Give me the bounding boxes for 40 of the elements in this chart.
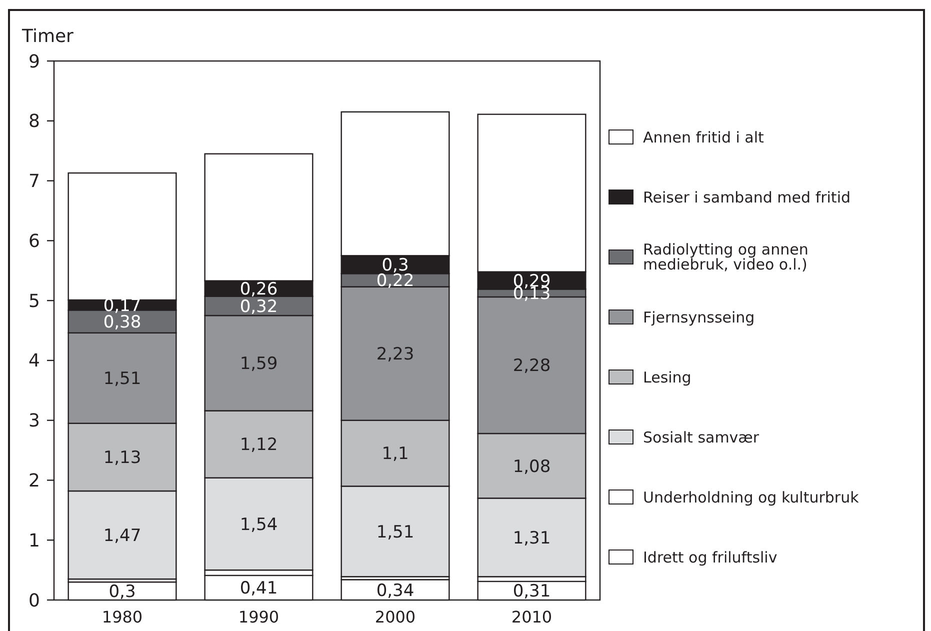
x-tick-label: 2010 <box>511 608 552 627</box>
y-axis-title: Timer <box>21 26 74 47</box>
y-tick-label: 5 <box>28 290 40 312</box>
legend-label: Sosialt samvær <box>643 428 760 446</box>
data-label: 0,38 <box>103 312 142 332</box>
data-label: 1,12 <box>240 435 278 456</box>
y-tick-label: 1 <box>28 530 40 552</box>
legend-label: Idrett og friluftsliv <box>643 548 778 566</box>
x-tick-label: 1990 <box>238 608 280 627</box>
data-label: 1,08 <box>512 456 551 477</box>
y-tick-label: 0 <box>28 590 40 612</box>
data-label: 1,1 <box>382 444 409 464</box>
legend-label: Lesing <box>643 368 692 386</box>
data-label: 0,3 <box>108 582 136 602</box>
data-label: 2,28 <box>512 356 551 376</box>
data-label: 1,47 <box>103 526 142 546</box>
legend-label: Fjernsynsseing <box>643 308 755 326</box>
y-tick-label: 3 <box>28 410 40 432</box>
legend-label: Underholdning og kulturbruk <box>643 488 860 506</box>
y-tick-label: 7 <box>28 171 40 192</box>
data-label: 0,31 <box>512 582 551 602</box>
data-label: 2,23 <box>376 344 414 365</box>
legend-label: Radiolytting og annen mediebruk, video o.l.) <box>643 240 808 274</box>
data-label: 1,31 <box>512 528 551 548</box>
data-label: 1,51 <box>376 522 414 542</box>
x-tick-label: 1980 <box>102 608 143 627</box>
data-label: 0,34 <box>376 580 414 601</box>
x-tick-label: 2000 <box>374 608 416 627</box>
data-label: 1,51 <box>103 369 142 390</box>
data-label: 1,13 <box>103 448 142 468</box>
data-label: 1,54 <box>240 514 278 535</box>
data-label: 1,59 <box>240 354 278 374</box>
y-tick-label: 9 <box>28 51 40 72</box>
data-label: 0,41 <box>240 578 278 599</box>
y-tick-label: 6 <box>28 230 40 252</box>
y-tick-label: 4 <box>28 350 40 372</box>
legend-label: Annen fritid i alt <box>643 128 764 146</box>
legend-label: Reiser i samband med fritid <box>643 188 851 206</box>
y-tick-label: 8 <box>28 111 40 132</box>
y-tick-label: 2 <box>28 470 40 492</box>
